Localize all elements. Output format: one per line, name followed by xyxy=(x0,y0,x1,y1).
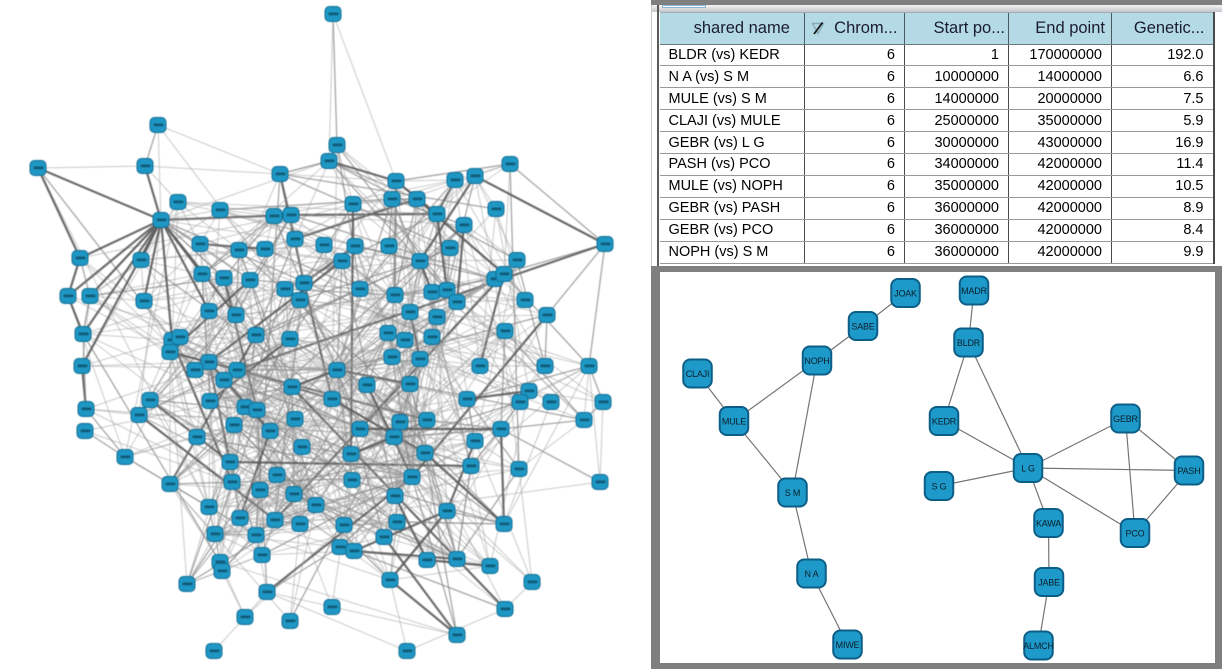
svg-text:BLDR: BLDR xyxy=(957,338,981,348)
svg-text:NOPH: NOPH xyxy=(804,356,829,366)
svg-text:S M: S M xyxy=(785,488,800,498)
svg-text:JOAK: JOAK xyxy=(894,289,917,299)
svg-text:S G: S G xyxy=(932,482,947,492)
svg-text:PASH: PASH xyxy=(1177,466,1200,476)
svg-text:MADR: MADR xyxy=(961,286,987,296)
svg-text:ALMCH: ALMCH xyxy=(1023,641,1054,651)
svg-text:KEDR: KEDR xyxy=(932,417,957,427)
svg-text:L G: L G xyxy=(1021,464,1035,474)
svg-text:PCO: PCO xyxy=(1126,529,1145,539)
svg-text:GEBR: GEBR xyxy=(1113,414,1138,424)
svg-text:SABE: SABE xyxy=(851,322,874,332)
svg-text:N A: N A xyxy=(805,569,819,579)
svg-text:KAWA: KAWA xyxy=(1036,519,1061,529)
svg-text:MIWE: MIWE xyxy=(836,640,860,650)
svg-text:JABE: JABE xyxy=(1038,578,1060,588)
svg-text:MULE: MULE xyxy=(722,417,746,427)
svg-text:CLAJI: CLAJI xyxy=(686,369,710,379)
